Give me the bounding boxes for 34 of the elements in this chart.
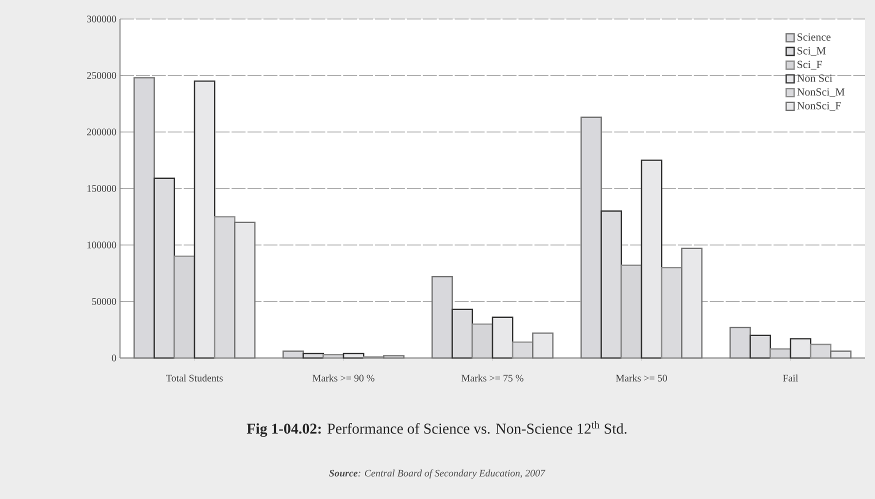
bar (214, 216, 236, 359)
x-tick-label: Marks >= 90 % (312, 374, 374, 382)
x-tick-label: Total Students (166, 374, 223, 382)
y-tick-label: 250000 (87, 72, 116, 79)
legend-label: NonSci_M (797, 88, 845, 97)
legend-label: Science (798, 33, 831, 41)
bar (342, 352, 364, 359)
y-tick-label: 300000 (87, 16, 116, 22)
y-tick-label: 150000 (87, 185, 116, 192)
x-tick-label: Fail (783, 374, 798, 382)
text: Fig 1-04.02: Performance of Science vs. Non-Science 12$^{th}$ Std. (246, 421, 626, 437)
bar (512, 342, 534, 359)
y-tick-label: 100000 (87, 242, 116, 248)
legend-label: Sci_M (798, 47, 826, 56)
bar (790, 338, 812, 359)
y-tick-label: 50000 (92, 298, 116, 305)
bar (234, 222, 256, 359)
legend-label: NonSci_F (797, 102, 841, 111)
bar (640, 160, 662, 359)
bar (660, 266, 682, 359)
legend-label: Sci_F (798, 60, 822, 70)
bar (492, 316, 514, 359)
bar (194, 80, 216, 359)
y-tick-label: 200000 (87, 128, 116, 136)
bar (681, 248, 702, 359)
bar (830, 350, 852, 359)
x-tick-label: Marks >= 75 % (462, 374, 524, 382)
legend-label: Non Sci (797, 74, 832, 82)
text: Source: Central Board of Secondary Education, 2007 (329, 469, 546, 479)
y-tick-label: 0 (112, 354, 116, 362)
bar (810, 344, 832, 359)
bar (383, 355, 405, 359)
x-tick-label: Marks >= 50 (616, 374, 667, 382)
bar (532, 332, 554, 359)
